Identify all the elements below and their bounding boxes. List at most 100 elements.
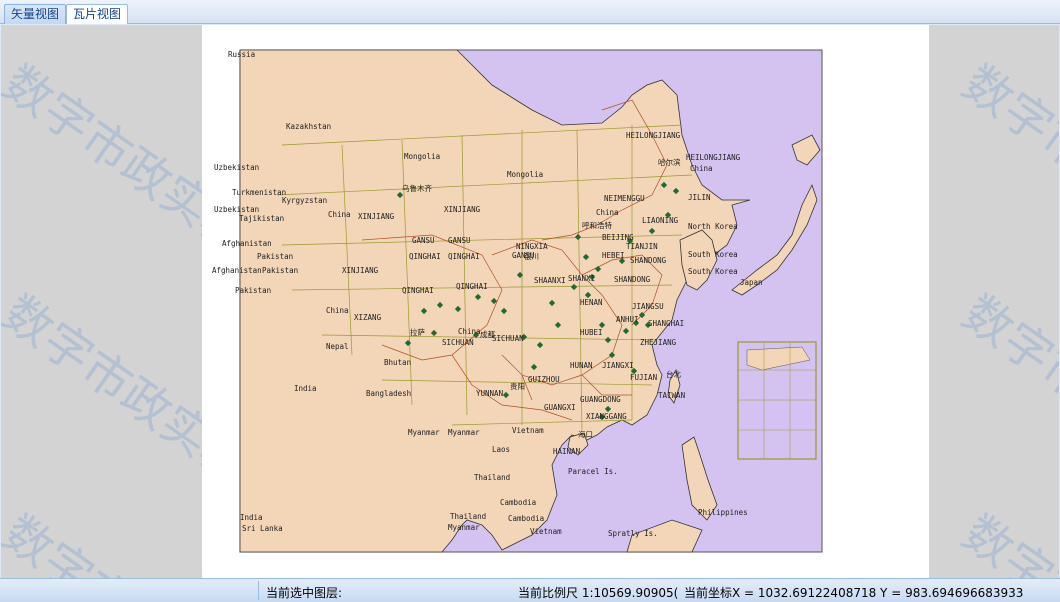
watermark: 数字市政实验室 <box>952 284 1059 524</box>
map-label-shanghai: SHANGHAI <box>648 319 684 328</box>
map-label-tianjin: TIANJIN <box>626 242 658 251</box>
map-label-shandong1: SHANDONG <box>614 275 651 284</box>
map-label-taiwan1: TAIWAN <box>658 391 685 400</box>
map-label-bangladesh: Bangladesh <box>366 389 411 398</box>
selected-layer-label: 当前选中图层: <box>266 586 343 600</box>
city-point-marker <box>490 297 498 305</box>
map-label-neimenggu: NEIMENGGU <box>604 194 645 203</box>
map-label-cambodia1: Cambodia <box>500 498 536 507</box>
map-label-hunan: HUNAN <box>570 361 593 370</box>
map-label-china_tibet: China <box>326 306 349 315</box>
map-label-ningxia: NINGXIA <box>516 242 548 251</box>
map-label-pak2: Pakistan <box>262 266 298 275</box>
map-label-paracel: Paracel Is. <box>568 467 618 476</box>
map-label-qinghai1: QINGHAI <box>409 252 441 261</box>
map-label-gansu3: GANSU <box>512 251 535 260</box>
map-label-liaoning: LIAONING <box>642 216 679 225</box>
hainan-land <box>567 432 589 456</box>
map-label-laos: Laos <box>492 445 510 454</box>
map-label-taibei: 台北 <box>666 369 681 379</box>
map-label-china_nm: China <box>596 208 619 217</box>
map-grid <box>276 124 693 431</box>
map-label-shaanxi: SHAANXI <box>534 276 566 285</box>
map-label-henan: HENAN <box>580 298 603 307</box>
map-label-india1: India <box>294 384 317 393</box>
map-label-xinjiang2: XINJIANG <box>444 205 481 214</box>
map-labels: Russia Kazakhstan Mongolia Mongolia Uzbekist… <box>212 50 763 538</box>
map-label-bhutan: Bhutan <box>384 358 411 367</box>
map-label-guangxi: GUANGXI <box>544 403 576 412</box>
korea-land <box>679 229 718 291</box>
inset-south-china-sea <box>737 341 817 460</box>
map-label-india2: India <box>240 513 263 522</box>
map-label-russia: Russia <box>228 50 255 59</box>
map-label-xizang: XIZANG <box>354 313 382 322</box>
map-label-afgh2: Afghanistan <box>212 266 262 275</box>
map-label-gansu2: GANSU <box>448 236 471 245</box>
map-label-yunnan: YUNNAN <box>476 389 503 398</box>
city-point-marker <box>396 191 404 199</box>
view-tab-bar: 矢量视图 瓦片视图 <box>0 0 1060 24</box>
japan-land <box>731 183 818 296</box>
map-label-skorea1: South Korea <box>688 250 738 259</box>
map-label-philippines: Philippines <box>698 508 748 517</box>
map-label-pak1: Pakistan <box>257 252 293 261</box>
tab-vector-view[interactable]: 矢量视图 <box>4 4 67 24</box>
map-label-xinjiang1: XINJIANG <box>358 212 395 221</box>
map-label-vietnam2: Vietnam <box>530 527 562 536</box>
map-label-myanmar2: Myanmar <box>448 428 480 437</box>
province-borders <box>361 99 668 421</box>
map-label-huhehaote: 呼和浩特 <box>582 220 612 230</box>
map-label-yinchuan: 银川 <box>524 252 539 261</box>
map-viewport[interactable]: 数字市政实验室 数字市政实验室 数字市政实验室 数字市政实验室 数字市政实验室 … <box>1 25 1059 578</box>
map-label-hebei: HEBEI <box>602 251 625 260</box>
map-label-shandong2: SHANDONG <box>630 256 667 265</box>
map-label-hubei: HUBEI <box>580 328 603 337</box>
tab-tile-view[interactable]: 瓦片视图 <box>66 4 129 24</box>
map-label-haikou: 海口 <box>578 429 593 439</box>
borneo-land <box>626 519 703 553</box>
map-label-turkmen: Turkmenistan <box>232 188 286 197</box>
map-label-thailand: Thailand <box>474 473 510 482</box>
map-label-afgh1: Afghanistan <box>222 239 272 248</box>
map-label-mongolia1: Mongolia <box>404 152 440 161</box>
map-label-srilanka: Sri Lanka <box>242 524 283 533</box>
map-label-china_xj: China <box>328 210 351 219</box>
map-label-chengdu: 成都 <box>480 329 495 339</box>
map-label-nepal: Nepal <box>326 342 349 351</box>
map-label-zhejiang: ZHEJIANG <box>640 338 677 347</box>
map-label-spratly: Spratly Is. <box>608 529 658 538</box>
map-label-qinghai2: QINGHAI <box>448 252 480 261</box>
japan-north-land <box>791 134 821 166</box>
map-label-japan: Japan <box>740 278 763 287</box>
watermark: 数字市政实验室 <box>952 54 1059 294</box>
map-label-shanxi: SHANXI <box>568 274 595 283</box>
map-label-qinghai4: QINGHAI <box>456 282 488 291</box>
map-label-haerbin: 哈尔滨 <box>658 157 681 167</box>
map-label-xianggang: XIANGGANG <box>586 412 627 421</box>
map-label-fujian: FUJIAN <box>630 373 657 382</box>
map-label-sichuan2: SICHUAN <box>492 334 524 343</box>
coordinate-readout: 当前坐标X = 1032.69122408718 Y = 983.6946966… <box>684 586 1024 600</box>
city-point-marker <box>500 307 508 315</box>
map-label-guiyang: 贵阳 <box>510 381 525 391</box>
taiwan-land <box>667 368 681 404</box>
status-bar: 当前选中图层: 当前比例尺 1:10569.90905( 当前坐标X = 103… <box>0 578 1060 602</box>
philippines-land <box>681 436 718 521</box>
map-label-hainan: HAINAN <box>553 447 580 456</box>
city-point-marker <box>472 331 480 339</box>
map-label-pak3: Pakistan <box>235 286 271 295</box>
city-point-marker <box>502 391 510 399</box>
map-label-xinjiang3: XINJIANG <box>342 266 379 275</box>
map-label-uzbek1: Uzbekistan <box>214 163 259 172</box>
map-label-jilin: JILIN <box>688 193 711 202</box>
map-label-lasa: 拉萨 <box>410 327 425 337</box>
map-label-kyrgyz: Kyrgyzstan <box>282 196 327 205</box>
map-label-vietnam1: Vietnam <box>512 426 544 435</box>
china-map[interactable]: Russia Kazakhstan Mongolia Mongolia Uzbekist… <box>202 25 929 578</box>
map-label-uzbek2: Uzbekistan <box>214 205 259 214</box>
map-label-guangdong: GUANGDONG <box>580 395 621 404</box>
city-point-marker <box>474 293 482 301</box>
map-label-china_hlj: China <box>690 164 713 173</box>
watermark: 数字市政实验室 <box>951 495 1059 578</box>
